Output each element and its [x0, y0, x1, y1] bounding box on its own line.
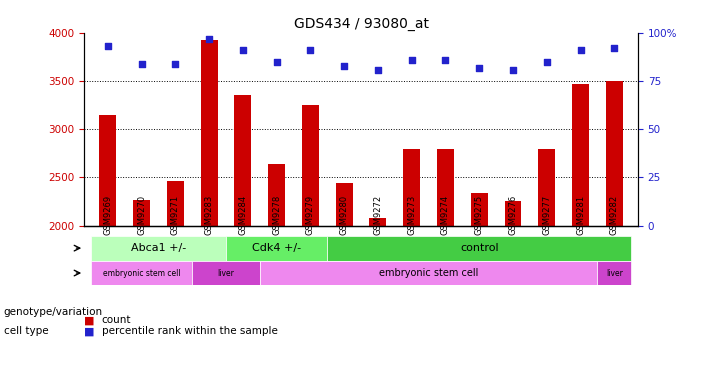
Text: ■: ■	[84, 315, 95, 325]
Bar	[91, 236, 226, 261]
Text: GSM9269: GSM9269	[103, 195, 112, 235]
Text: ■: ■	[84, 326, 95, 336]
Bar	[259, 261, 597, 285]
Text: genotype/variation: genotype/variation	[4, 307, 102, 317]
Bar	[369, 219, 386, 225]
Point	[305, 47, 316, 53]
Point	[508, 67, 519, 72]
Bar	[192, 261, 259, 285]
Bar	[606, 81, 622, 225]
Point	[136, 61, 147, 67]
Text: percentile rank within the sample: percentile rank within the sample	[102, 326, 278, 336]
Text: GSM9272: GSM9272	[374, 195, 383, 235]
Point	[575, 47, 586, 53]
Bar	[597, 261, 631, 285]
Text: GSM9276: GSM9276	[508, 195, 517, 235]
Text: GSM9277: GSM9277	[543, 195, 551, 235]
Text: liver: liver	[217, 269, 234, 277]
Text: GSM9284: GSM9284	[238, 195, 247, 235]
Point	[372, 67, 383, 72]
Text: GSM9275: GSM9275	[475, 195, 484, 235]
Text: Abca1 +/-: Abca1 +/-	[131, 243, 186, 253]
Point	[440, 57, 451, 63]
Text: GSM9270: GSM9270	[137, 195, 146, 235]
Point	[203, 36, 215, 42]
Text: cell type: cell type	[4, 326, 48, 336]
Bar	[268, 164, 285, 225]
Bar	[538, 149, 555, 225]
Text: GSM9282: GSM9282	[610, 195, 619, 235]
Bar	[471, 193, 488, 225]
Text: control: control	[460, 243, 498, 253]
Text: GSM9274: GSM9274	[441, 195, 450, 235]
Text: liver: liver	[606, 269, 622, 277]
Point	[608, 45, 620, 51]
Text: GSM9281: GSM9281	[576, 195, 585, 235]
Point	[102, 44, 114, 49]
Bar	[327, 236, 631, 261]
Text: embryonic stem cell: embryonic stem cell	[103, 269, 180, 277]
Text: GSM9278: GSM9278	[272, 195, 281, 235]
Point	[339, 63, 350, 68]
Bar	[403, 149, 420, 225]
Text: GSM9271: GSM9271	[171, 195, 179, 235]
Point	[170, 61, 181, 67]
Title: GDS434 / 93080_at: GDS434 / 93080_at	[294, 16, 428, 30]
Text: GSM9279: GSM9279	[306, 195, 315, 235]
Point	[474, 65, 485, 71]
Bar	[302, 105, 319, 225]
Bar	[572, 84, 589, 225]
Point	[271, 59, 283, 65]
Text: GSM9283: GSM9283	[205, 195, 214, 235]
Bar	[437, 149, 454, 225]
Text: count: count	[102, 315, 131, 325]
Point	[237, 47, 248, 53]
Bar	[133, 199, 150, 225]
Bar	[505, 201, 522, 225]
Text: GSM9280: GSM9280	[339, 195, 348, 235]
Bar	[336, 183, 353, 225]
Point	[406, 57, 417, 63]
Bar	[91, 261, 192, 285]
Bar	[167, 181, 184, 225]
Text: embryonic stem cell: embryonic stem cell	[379, 268, 478, 278]
Bar	[200, 40, 217, 225]
Bar	[100, 115, 116, 225]
Point	[541, 59, 552, 65]
Bar	[226, 236, 327, 261]
Text: GSM9273: GSM9273	[407, 195, 416, 235]
Text: Cdk4 +/-: Cdk4 +/-	[252, 243, 301, 253]
Bar	[234, 94, 251, 225]
